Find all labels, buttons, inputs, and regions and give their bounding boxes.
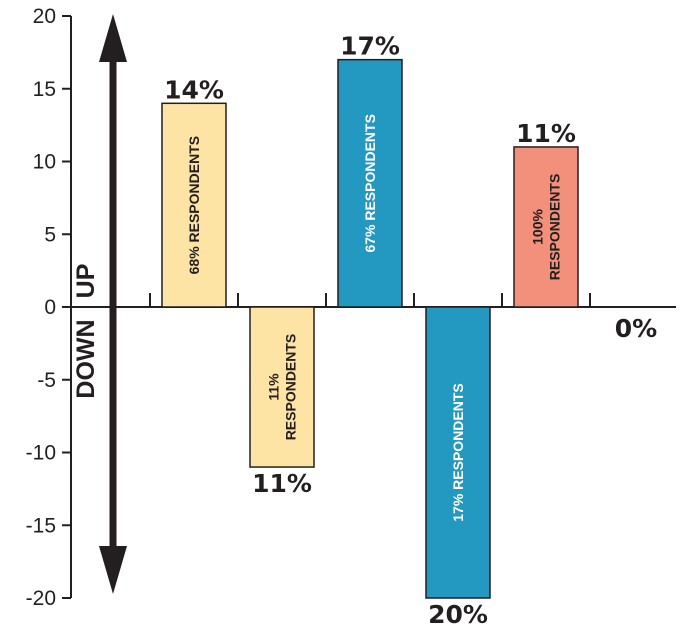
bar-inner-label-line: 68% RESPONDENTS <box>186 136 202 274</box>
bar-inner-label-line: RESPONDENTS <box>547 174 563 281</box>
y-tick-label: 20 <box>33 5 56 28</box>
bar-inner-label: 11%RESPONDENTS <box>266 334 299 441</box>
bar-inner-label-line: 100% <box>530 209 546 245</box>
bar-inner-label: 67% RESPONDENTS <box>362 114 378 252</box>
y-tick-label: -20 <box>26 587 56 610</box>
arrow-up-icon <box>99 14 127 62</box>
down-label: DOWN <box>72 319 100 398</box>
value-label: 11% <box>252 469 312 498</box>
arrow-down-icon <box>99 546 127 594</box>
y-tick-label: 5 <box>44 223 56 246</box>
bar <box>161 102 227 308</box>
value-label: 17% <box>340 32 400 61</box>
bar-inner-label: 68% RESPONDENTS <box>186 136 202 274</box>
y-tick-label: 0 <box>44 296 56 319</box>
value-label: 20% <box>428 600 488 629</box>
value-label: 14% <box>164 75 224 104</box>
bar-inner-label-line: 11% <box>266 373 282 401</box>
up-label: UP <box>72 264 100 299</box>
chart-bars <box>161 58 579 599</box>
bar <box>425 306 491 599</box>
bar-inner-label: 100%RESPONDENTS <box>530 174 563 281</box>
y-tick-label: 15 <box>33 78 56 101</box>
bar-inner-label-line: 67% RESPONDENTS <box>362 114 378 252</box>
y-tick-label: -10 <box>26 442 56 465</box>
bar <box>249 306 315 468</box>
y-tick-label: -5 <box>37 369 56 392</box>
y-tick-label: -15 <box>26 514 56 537</box>
bar-inner-label-line: RESPONDENTS <box>283 334 299 441</box>
bar-inner-label: 17% RESPONDENTS <box>450 383 466 521</box>
bar <box>513 146 579 308</box>
y-tick-label: 10 <box>33 151 56 174</box>
bar <box>337 58 403 308</box>
bar-inner-label-line: 17% RESPONDENTS <box>450 383 466 521</box>
value-label: 0% <box>615 314 657 343</box>
value-label: 11% <box>516 119 576 148</box>
